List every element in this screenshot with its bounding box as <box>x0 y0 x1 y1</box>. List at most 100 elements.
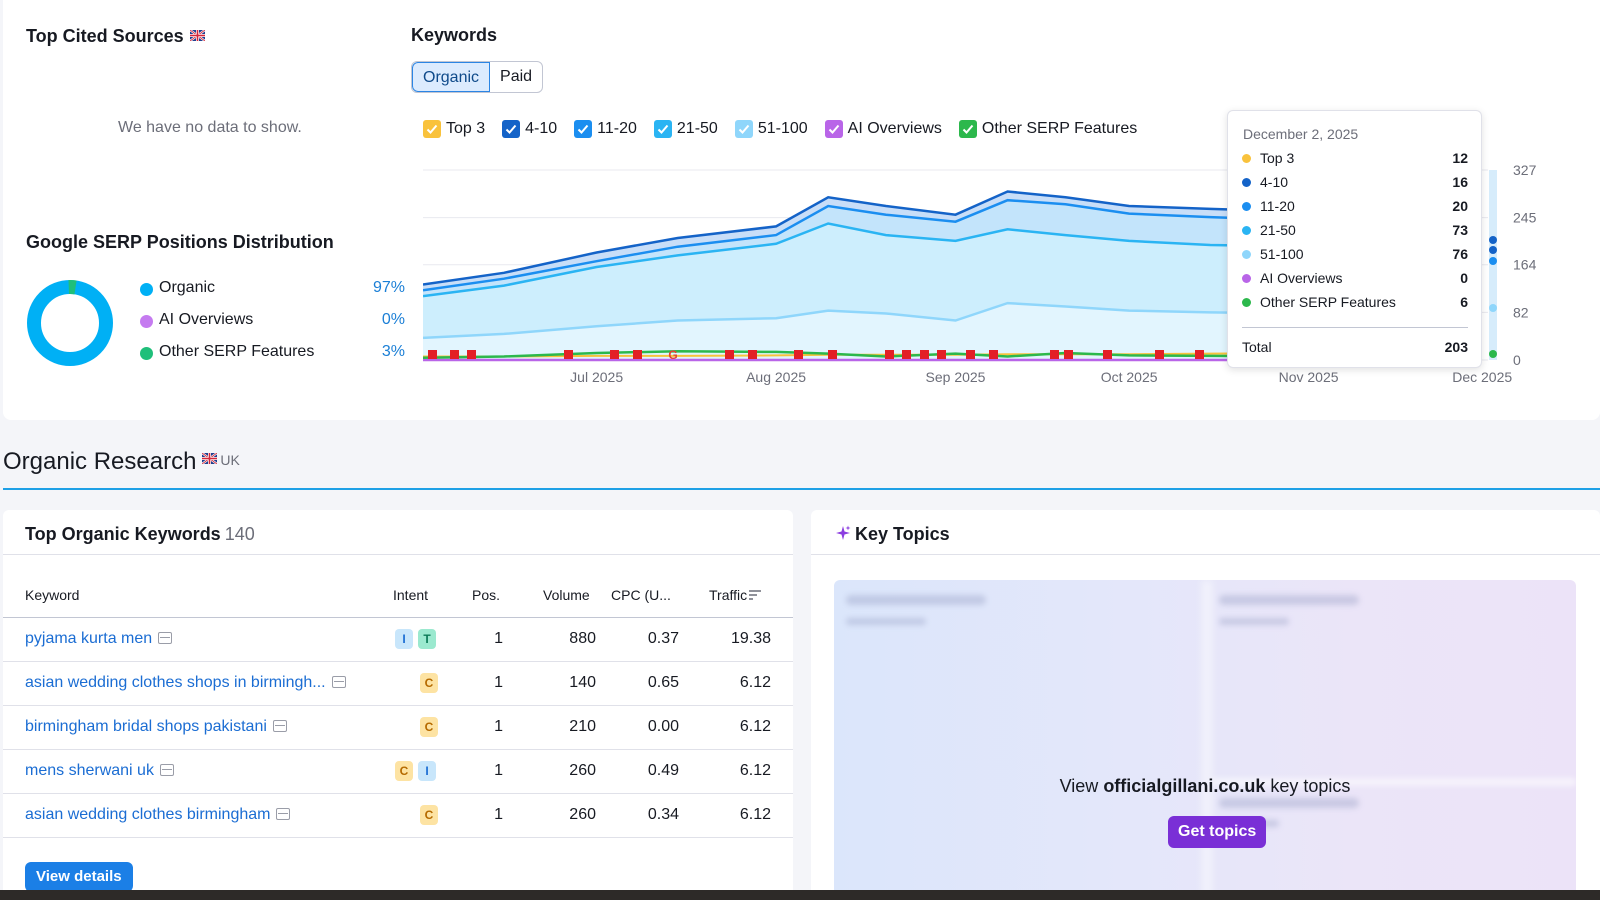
tooltip-value: 0 <box>1460 270 1468 286</box>
update-flag-icon <box>1155 350 1164 359</box>
table-row: asian wedding clothes shops in birmingh.… <box>3 662 793 706</box>
legend-dot <box>140 283 153 296</box>
hover-dot <box>1489 246 1497 254</box>
tooltip-dot <box>1242 178 1251 187</box>
uk-flag-icon <box>202 453 218 465</box>
keyword-link[interactable]: pyjama kurta men <box>25 630 173 648</box>
serp-snapshot-icon[interactable] <box>158 631 173 644</box>
tooltip-dot <box>1242 154 1251 163</box>
tooltip-row: 11-20 20 <box>1242 196 1468 216</box>
filter-checkbox-ai-overviews[interactable]: AI Overviews <box>824 118 942 140</box>
serp-snapshot-icon[interactable] <box>272 719 287 732</box>
tooltip-dot <box>1242 274 1251 283</box>
update-flag-icon <box>1050 350 1059 359</box>
update-flag-icon <box>564 350 573 359</box>
serp-legend-item: Other SERP Features 3% <box>140 342 405 364</box>
check-icon <box>653 120 672 138</box>
tooltip-divider <box>1242 327 1468 328</box>
x-tick-label: Sep 2025 <box>926 369 986 385</box>
volume-value: 210 <box>569 718 596 735</box>
domain-name: officialgillani.co.uk <box>1103 776 1266 796</box>
tooltip-dot <box>1242 226 1251 235</box>
filter-checkbox-4-10[interactable]: 4-10 <box>502 118 557 140</box>
filter-checkbox-51-100[interactable]: 51-100 <box>734 118 808 140</box>
update-flag-icon <box>450 350 459 359</box>
serp-donut-chart <box>26 280 113 366</box>
tooltip-row: Other SERP Features 6 <box>1242 292 1468 312</box>
serp-snapshot-icon[interactable] <box>331 675 346 688</box>
check-icon <box>423 120 441 138</box>
filter-checkbox-11-20[interactable]: 11-20 <box>574 118 637 140</box>
position-value: 1 <box>494 674 503 691</box>
blurred-placeholder <box>1219 798 1359 808</box>
filter-checkbox-other-serp-features[interactable]: Other SERP Features <box>958 118 1137 140</box>
check-icon <box>734 120 753 138</box>
blurred-divider <box>1202 580 1212 900</box>
series-line-21-50 <box>423 222 1309 298</box>
column-cpc[interactable]: CPC (U... <box>611 587 671 603</box>
update-flag-icon <box>1064 350 1073 359</box>
legend-dot <box>140 315 153 328</box>
intent-badge: C <box>420 717 438 737</box>
update-flag-icon <box>610 350 619 359</box>
legend-percent: 0% <box>381 311 405 328</box>
intent-badge: C <box>420 805 438 825</box>
y-tick-label: 0 <box>1513 352 1521 368</box>
x-tick-label: Dec 2025 <box>1452 369 1512 385</box>
filter-checkbox-top-3[interactable]: Top 3 <box>423 118 485 140</box>
tab-organic[interactable]: Organic <box>412 62 491 92</box>
keyword-link[interactable]: birmingham bridal shops pakistani <box>25 718 287 736</box>
view-details-button[interactable]: View details <box>25 862 133 892</box>
sort-icon <box>749 590 762 600</box>
serp-snapshot-icon[interactable] <box>159 763 174 776</box>
column-keyword[interactable]: Keyword <box>25 587 80 603</box>
hover-dot <box>1489 236 1497 244</box>
serp-legend-item: Organic 97% <box>140 278 405 300</box>
keyword-link[interactable]: mens sherwani uk <box>25 762 174 780</box>
traffic-value: 6.12 <box>739 674 771 691</box>
filter-label: 4-10 <box>525 120 558 137</box>
column-intent[interactable]: Intent <box>393 587 429 603</box>
top-cited-sources-title: Top Cited Sources <box>26 26 205 47</box>
position-value: 1 <box>494 718 503 735</box>
update-flag-icon <box>794 350 803 359</box>
table-row: pyjama kurta men I T 1 880 0.37 19.38 <box>3 618 793 662</box>
filter-checkbox-21-50[interactable]: 21-50 <box>653 118 718 140</box>
position-value: 1 <box>494 630 503 647</box>
x-tick-label: Nov 2025 <box>1279 369 1339 385</box>
filter-label: 21-50 <box>676 120 718 137</box>
keyword-link[interactable]: asian wedding clothes shops in birmingh.… <box>25 674 346 692</box>
get-topics-button[interactable]: Get topics <box>1168 816 1267 848</box>
blurred-placeholder <box>1219 595 1359 605</box>
blurred-placeholder <box>1219 618 1289 625</box>
column-traffic[interactable]: Traffic <box>709 587 762 603</box>
update-flag-icon <box>902 350 911 359</box>
serp-distribution-title: Google SERP Positions Distribution <box>26 232 334 252</box>
legend-label: Other SERP Features <box>159 343 315 360</box>
column-position[interactable]: Pos. <box>472 587 501 603</box>
tooltip-label: 11-20 <box>1260 198 1295 214</box>
tooltip-total-row: Total 203 <box>1242 337 1468 357</box>
keyword-link[interactable]: asian wedding clothes birmingham <box>25 806 291 824</box>
position-filters: Top 3 4-10 11-20 21-50 51-100 AI Overviews Oth… <box>423 118 1154 140</box>
series-line-11-20 <box>423 198 1309 292</box>
cpc-value: 0.34 <box>647 806 679 823</box>
tab-paid[interactable]: Paid <box>500 68 533 85</box>
update-flag-icon <box>920 350 929 359</box>
traffic-value: 6.12 <box>739 806 771 823</box>
position-value: 1 <box>494 762 503 779</box>
organic-research-title: Organic Research UK <box>3 448 240 475</box>
y-tick-label: 327 <box>1513 165 1537 178</box>
sparkle-icon <box>836 525 851 540</box>
check-icon <box>574 120 593 138</box>
blurred-placeholder <box>846 618 926 625</box>
filter-label: AI Overviews <box>847 120 942 137</box>
uk-flag-icon <box>189 29 205 41</box>
serp-snapshot-icon[interactable] <box>276 807 291 820</box>
keywords-overview-card: Top Cited Sources We have no data to sho… <box>3 0 1600 420</box>
tooltip-value: 76 <box>1452 246 1468 262</box>
column-volume[interactable]: Volume <box>543 587 590 603</box>
tooltip-value: 6 <box>1460 294 1468 310</box>
update-flag-icon <box>467 350 476 359</box>
key-topics-title: Key Topics <box>835 524 950 545</box>
